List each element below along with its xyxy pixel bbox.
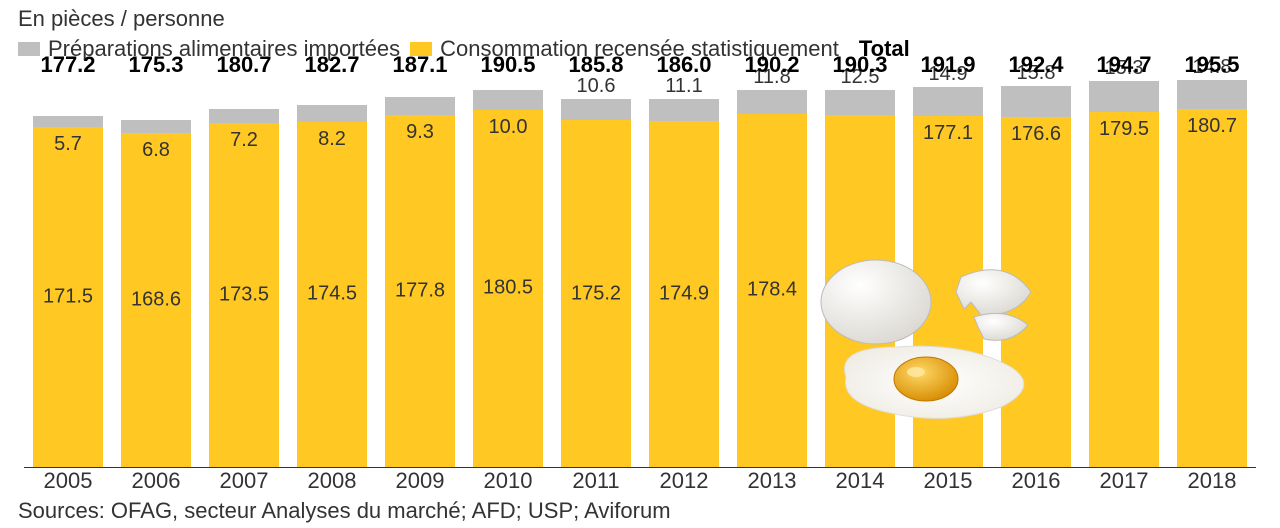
bar-seg-preparations: 10.0 <box>473 90 543 110</box>
x-tick-label: 2008 <box>297 468 367 494</box>
bar-total-label: 185.8 <box>561 52 631 78</box>
bar-total-label: 190.2 <box>737 52 807 78</box>
bar-value-preparations: 5.7 <box>33 133 103 156</box>
bar-total-label: 195.5 <box>1177 52 1247 78</box>
bar-total-label: 187.1 <box>385 52 455 78</box>
bar-total-label: 191.9 <box>913 52 983 78</box>
x-tick-label: 2011 <box>561 468 631 494</box>
bar-seg-preparations: 10.6 <box>561 99 631 120</box>
x-axis: 2005 2006 2007 2008 2009 2010 2011 2012 2013 2014… <box>24 468 1256 494</box>
bar-2014: 177.812.5190.3 <box>825 72 895 467</box>
bar-value-consommation: 177.1 <box>913 122 983 145</box>
bar-seg-preparations: 14.8 <box>1177 80 1247 109</box>
x-tick-label: 2018 <box>1177 468 1247 494</box>
bar-value-consommation: 174.9 <box>649 282 719 305</box>
bar-2007: 173.57.2180.7 <box>209 72 279 467</box>
bar-value-consommation: 173.5 <box>209 284 279 307</box>
bar-seg-preparations: 11.1 <box>649 99 719 121</box>
chart-plot-area: 171.55.7177.2168.66.8175.3173.57.2180.71… <box>24 72 1256 468</box>
bar-seg-preparations: 5.7 <box>33 116 103 127</box>
bar-2008: 174.58.2182.7 <box>297 72 367 467</box>
bar-seg-preparations: 15.8 <box>1001 86 1071 117</box>
bar-seg-consommation: 177.8 <box>385 115 455 467</box>
x-tick-label: 2006 <box>121 468 191 494</box>
bar-2013: 178.411.8190.2 <box>737 72 807 467</box>
bar-total-label: 194.7 <box>1089 52 1159 78</box>
bar-seg-consommation: 174.9 <box>649 121 719 467</box>
bar-seg-preparations: 12.5 <box>825 90 895 115</box>
bar-value-consommation: 177.8 <box>385 279 455 302</box>
bar-seg-consommation: 173.5 <box>209 123 279 467</box>
bar-total-label: 182.7 <box>297 52 367 78</box>
bar-2016: 176.615.8192.4 <box>1001 72 1071 467</box>
bar-seg-consommation: 179.5 <box>1089 112 1159 467</box>
bar-total-label: 190.5 <box>473 52 543 78</box>
x-tick-label: 2017 <box>1089 468 1159 494</box>
bar-2011: 175.210.6185.8 <box>561 72 631 467</box>
bar-value-preparations: 10.6 <box>561 75 631 98</box>
bar-2006: 168.66.8175.3 <box>121 72 191 467</box>
x-tick-label: 2007 <box>209 468 279 494</box>
x-tick-label: 2016 <box>1001 468 1071 494</box>
bar-seg-consommation: 180.5 <box>473 110 543 467</box>
bar-total-label: 192.4 <box>1001 52 1071 78</box>
bar-value-consommation: 180.7 <box>1177 115 1247 138</box>
bar-value-consommation: 179.5 <box>1089 118 1159 141</box>
bar-seg-consommation: 176.6 <box>1001 117 1071 467</box>
bar-seg-consommation: 168.6 <box>121 133 191 467</box>
bar-seg-preparations: 8.2 <box>297 105 367 121</box>
bar-total-label: 180.7 <box>209 52 279 78</box>
bar-seg-preparations: 6.8 <box>121 120 191 133</box>
bar-seg-preparations: 15.3 <box>1089 81 1159 111</box>
bar-2017: 179.515.3194.7 <box>1089 72 1159 467</box>
bar-2010: 180.510.0190.5 <box>473 72 543 467</box>
bar-value-consommation: 171.5 <box>33 286 103 309</box>
chart-subtitle: En pièces / personne <box>18 6 225 32</box>
bar-2012: 174.911.1186.0 <box>649 72 719 467</box>
x-tick-label: 2010 <box>473 468 543 494</box>
x-tick-label: 2013 <box>737 468 807 494</box>
bar-seg-consommation: 175.2 <box>561 120 631 467</box>
bar-seg-preparations: 7.2 <box>209 109 279 123</box>
bar-total-label: 177.2 <box>33 52 103 78</box>
bar-value-consommation: 176.6 <box>1001 123 1071 146</box>
x-tick-label: 2005 <box>33 468 103 494</box>
bar-total-label: 175.3 <box>121 52 191 78</box>
x-tick-label: 2015 <box>913 468 983 494</box>
bar-total-label: 190.3 <box>825 52 895 78</box>
bar-seg-consommation: 177.1 <box>913 116 983 467</box>
bar-2015: 177.114.9191.9 <box>913 72 983 467</box>
bar-seg-consommation: 174.5 <box>297 122 367 468</box>
bar-seg-consommation: 180.7 <box>1177 109 1247 467</box>
chart-source: Sources: OFAG, secteur Analyses du march… <box>18 498 671 524</box>
bar-value-preparations: 6.8 <box>121 139 191 162</box>
x-tick-label: 2012 <box>649 468 719 494</box>
bar-value-preparations: 9.3 <box>385 121 455 144</box>
bar-seg-preparations: 11.8 <box>737 90 807 113</box>
bar-2018: 180.714.8195.5 <box>1177 72 1247 467</box>
bar-value-consommation: 174.5 <box>297 283 367 306</box>
bar-value-consommation: 178.4 <box>737 279 807 302</box>
bar-seg-consommation: 177.8 <box>825 115 895 467</box>
x-tick-label: 2009 <box>385 468 455 494</box>
bar-value-consommation: 168.6 <box>121 289 191 312</box>
bar-value-preparations: 7.2 <box>209 129 279 152</box>
bar-value-preparations: 11.1 <box>649 75 719 98</box>
bar-seg-preparations: 9.3 <box>385 97 455 115</box>
bar-value-preparations: 8.2 <box>297 128 367 151</box>
bar-value-consommation: 177.8 <box>825 279 895 302</box>
bar-2009: 177.89.3187.1 <box>385 72 455 467</box>
bar-total-label: 186.0 <box>649 52 719 78</box>
bar-value-preparations: 10.0 <box>473 116 543 139</box>
bar-seg-preparations: 14.9 <box>913 87 983 117</box>
bar-seg-consommation: 178.4 <box>737 114 807 467</box>
bar-seg-consommation: 171.5 <box>33 127 103 467</box>
bar-value-consommation: 180.5 <box>473 277 543 300</box>
bar-2005: 171.55.7177.2 <box>33 72 103 467</box>
x-tick-label: 2014 <box>825 468 895 494</box>
bar-value-consommation: 175.2 <box>561 282 631 305</box>
